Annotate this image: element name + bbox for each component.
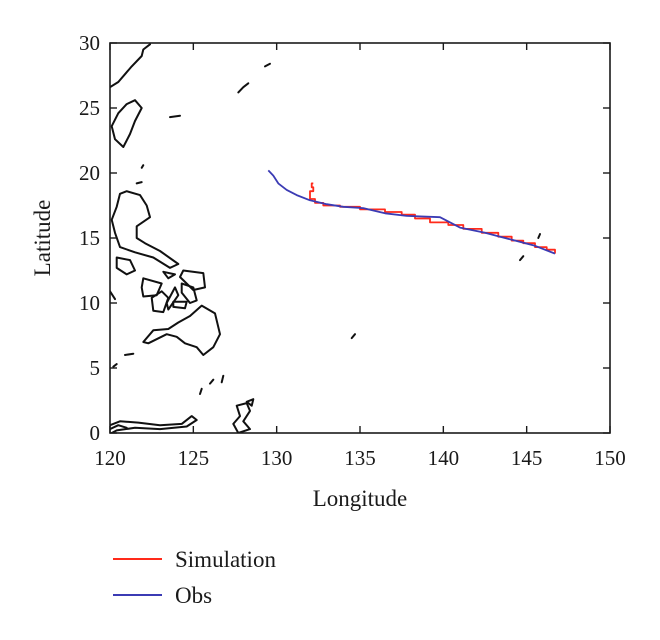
y-tick-label: 30 <box>79 31 100 55</box>
series-line-simulation <box>309 182 556 254</box>
coastline-ryukyu-1 <box>237 82 250 94</box>
coastline-mindoro <box>115 256 136 276</box>
coastline-samar <box>179 269 206 291</box>
y-tick-label: 0 <box>90 421 101 445</box>
coastline-ryukyu-3 <box>169 114 181 119</box>
coastline-ryukyu-2 <box>264 62 271 68</box>
coastline-china-coast <box>110 43 151 89</box>
legend-label-simulation: Simulation <box>175 547 276 572</box>
x-tick-label: 145 <box>511 446 543 470</box>
x-axis-ticks: 120 125 130 135 140 145 150 <box>94 43 626 470</box>
x-axis-label: Longitude <box>313 486 408 511</box>
coastline-sulawesi-north <box>110 424 128 431</box>
y-axis-label: Latitude <box>30 200 55 277</box>
coastline-luzon <box>110 190 180 269</box>
coastline-borneo <box>110 415 198 433</box>
x-tick-label: 130 <box>261 446 293 470</box>
coastline-bohol <box>172 300 188 310</box>
coastline-leyte <box>180 282 198 304</box>
x-tick-label: 150 <box>594 446 626 470</box>
legend: Simulation Obs <box>113 547 276 608</box>
coastline-halmahera <box>232 402 251 433</box>
coastline-talaud <box>220 374 225 384</box>
coastline-sulu-2 <box>112 363 118 368</box>
coastline-negros <box>150 290 170 314</box>
coastline-kep <box>209 378 215 385</box>
x-tick-label: 140 <box>428 446 460 470</box>
legend-label-obs: Obs <box>175 583 212 608</box>
x-tick-label: 125 <box>178 446 210 470</box>
y-tick-label: 15 <box>79 226 100 250</box>
series-line-obs <box>267 169 556 255</box>
coastline-marianas-1 <box>519 255 525 262</box>
y-tick-label: 25 <box>79 96 100 120</box>
y-tick-label: 10 <box>79 291 100 315</box>
coastline-masbate <box>162 270 176 280</box>
coastline-palau <box>350 333 356 340</box>
coastline-sangihe <box>199 387 203 395</box>
coastline-layer <box>110 43 541 433</box>
plot-frame <box>109 42 611 434</box>
y-tick-label: 20 <box>79 161 100 185</box>
y-axis-ticks: 0 5 10 15 20 25 30 <box>79 31 610 445</box>
coastline-palawan <box>110 290 116 301</box>
coastline-marianas-2 <box>537 233 541 239</box>
coastline-sulu-1 <box>124 352 135 356</box>
coastline-batan <box>140 164 145 169</box>
coastline-babuyan <box>135 181 143 185</box>
coastline-mindanao <box>142 304 221 356</box>
coastline-morotai <box>245 398 255 407</box>
x-tick-label: 120 <box>94 446 126 470</box>
x-tick-label: 135 <box>344 446 376 470</box>
coastline-panay <box>140 277 163 298</box>
coastline-taiwan <box>110 99 143 148</box>
series-layer <box>267 169 556 255</box>
y-tick-label: 5 <box>90 356 101 380</box>
coastline-cebu <box>165 286 180 311</box>
